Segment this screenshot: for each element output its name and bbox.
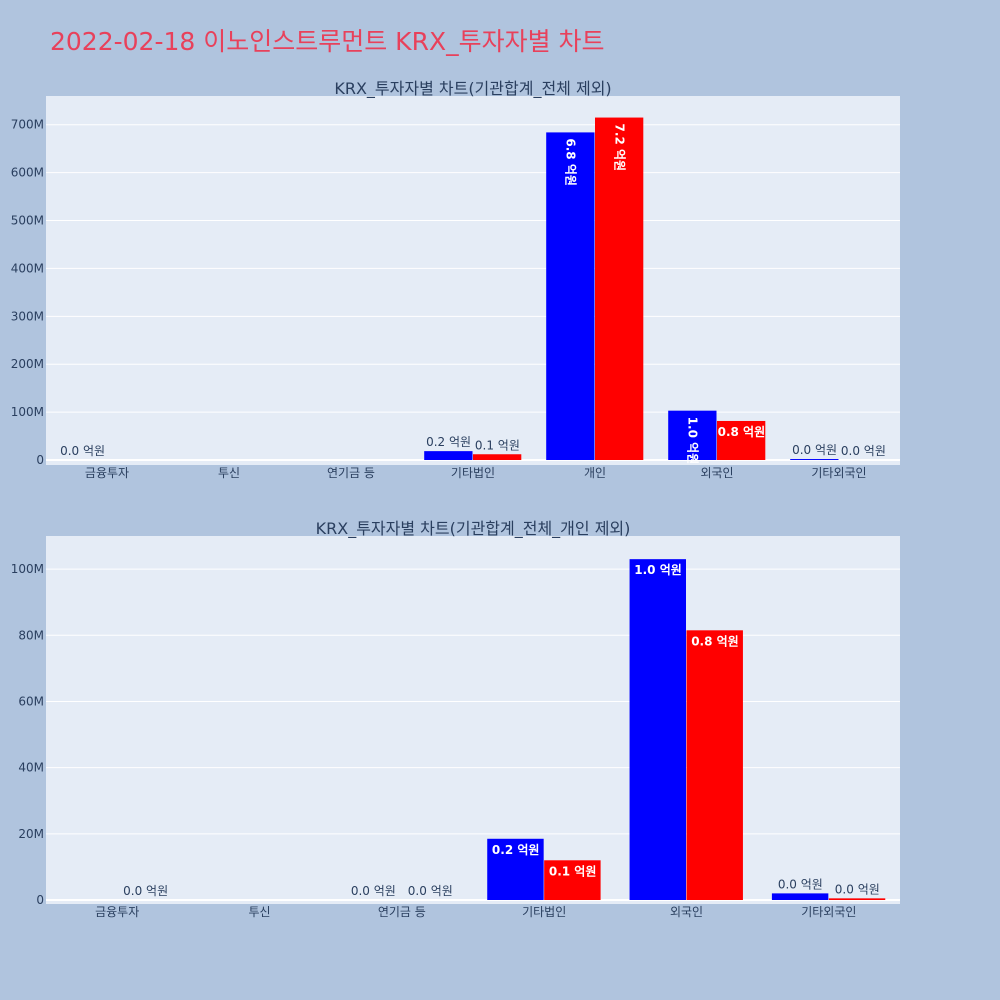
x-tick-label: 금융투자	[95, 905, 139, 919]
plot-area	[46, 96, 900, 465]
data-label: 0.1 억원	[475, 438, 520, 452]
y-tick-label: 20M	[18, 827, 44, 841]
y-tick-label: 0	[36, 453, 44, 467]
x-tick-label: 연기금 등	[327, 466, 375, 480]
x-tick-label: 외국인	[700, 466, 733, 480]
x-tick-label: 기타법인	[451, 466, 495, 480]
bar	[544, 860, 601, 900]
page-title: 2022-02-18 이노인스트루먼트 KRX_투자자별 차트	[50, 27, 605, 56]
data-label: 0.0 억원	[60, 444, 105, 458]
data-label: 0.0 억원	[408, 884, 453, 898]
bar	[828, 898, 886, 900]
chart-title: KRX_투자자별 차트(기관합계_전체 제외)	[334, 79, 611, 99]
x-tick-label: 개인	[584, 466, 606, 480]
data-label: 0.0 억원	[792, 443, 837, 457]
bar	[546, 132, 595, 460]
y-tick-label: 700M	[11, 118, 44, 132]
x-tick-label: 기타외국인	[801, 905, 856, 919]
y-tick-label: 100M	[11, 405, 44, 419]
plot-area	[46, 536, 900, 904]
data-label: 0.0 억원	[841, 444, 886, 458]
y-tick-label: 500M	[11, 214, 44, 228]
data-label: 0.2 억원	[426, 435, 471, 449]
y-tick-label: 0	[36, 893, 44, 907]
bar	[717, 420, 766, 460]
y-tick-label: 40M	[18, 761, 44, 775]
data-label: 0.8 억원	[718, 425, 766, 439]
data-label: 0.0 억원	[835, 882, 880, 896]
data-label: 0.1 억원	[549, 864, 597, 878]
data-label: 1.0 억원	[686, 417, 700, 465]
y-tick-label: 400M	[11, 261, 44, 275]
data-label: 1.0 억원	[634, 563, 682, 577]
x-tick-label: 기타법인	[522, 905, 566, 919]
bar	[771, 893, 829, 900]
bar	[668, 410, 717, 460]
bar	[473, 454, 522, 460]
x-tick-label: 외국인	[670, 905, 703, 919]
x-tick-label: 투신	[218, 466, 240, 480]
data-label: 0.0 억원	[778, 877, 823, 891]
x-tick-label: 기타외국인	[811, 466, 866, 480]
x-tick-label: 금융투자	[85, 466, 129, 480]
bar	[595, 117, 644, 460]
data-label: 6.8 억원	[564, 138, 578, 186]
x-tick-label: 투신	[248, 905, 270, 919]
x-tick-label: 연기금 등	[378, 905, 426, 919]
data-label: 0.2 억원	[492, 843, 540, 857]
y-tick-label: 80M	[18, 628, 44, 642]
y-tick-label: 300M	[11, 309, 44, 323]
chart-title: KRX_투자자별 차트(기관합계_전체_개인 제외)	[316, 519, 631, 539]
data-label: 7.2 억원	[612, 124, 626, 172]
bar	[424, 451, 473, 460]
y-tick-label: 200M	[11, 357, 44, 371]
bar	[790, 459, 839, 460]
bar	[487, 838, 544, 900]
data-label: 0.0 억원	[123, 884, 168, 898]
bar	[686, 630, 743, 900]
y-tick-label: 600M	[11, 166, 44, 180]
data-label: 0.0 억원	[351, 884, 396, 898]
bar	[629, 559, 686, 900]
y-tick-label: 100M	[11, 562, 44, 576]
y-tick-label: 60M	[18, 694, 44, 708]
data-label: 0.8 억원	[691, 634, 739, 648]
